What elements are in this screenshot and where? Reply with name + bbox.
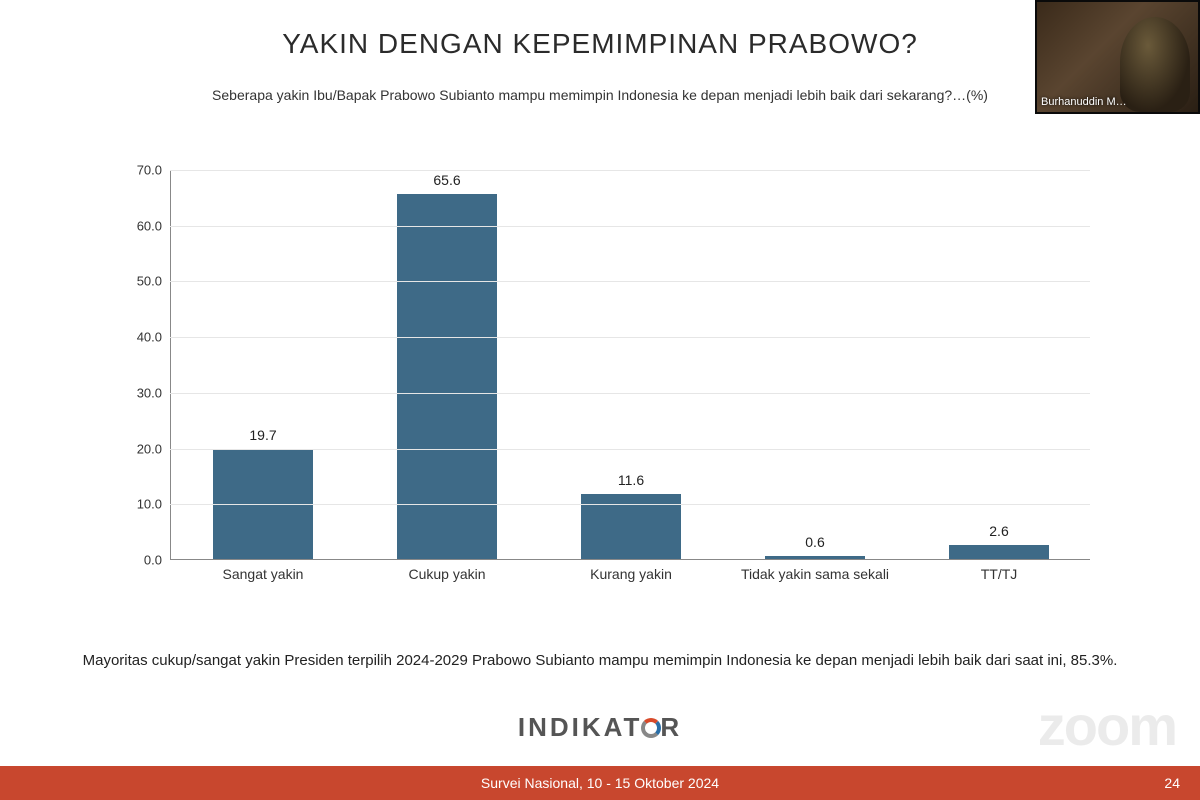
gridline <box>170 281 1090 282</box>
logo-accent-icon <box>641 718 661 738</box>
bar-value-label: 65.6 <box>433 172 460 188</box>
webcam-name-label: Burhanuddin M… <box>1041 96 1127 108</box>
footer-bar: Survei Nasional, 10 - 15 Oktober 2024 24 <box>0 766 1200 800</box>
conclusion-text: Mayoritas cukup/sangat yakin Presiden te… <box>0 650 1200 671</box>
logo-text-before: INDIKAT <box>518 712 643 742</box>
bar-category-label: Cukup yakin <box>355 566 539 583</box>
bar-value-label: 11.6 <box>618 472 644 488</box>
bar-category-label: Kurang yakin <box>539 566 723 583</box>
bar-group: 65.6 <box>355 169 539 559</box>
bar-value-label: 0.6 <box>805 534 824 550</box>
webcam-person-silhouette <box>1120 17 1190 112</box>
gridline <box>170 449 1090 450</box>
bar-value-label: 19.7 <box>249 427 276 443</box>
bar-category-label: Tidak yakin sama sekali <box>723 566 907 583</box>
y-axis: 0.010.020.030.040.050.060.070.0 <box>110 170 170 560</box>
gridline <box>170 504 1090 505</box>
bar-group: 2.6 <box>907 169 1091 559</box>
y-tick-label: 50.0 <box>137 274 162 289</box>
survey-question: Seberapa yakin Ibu/Bapak Prabowo Subiant… <box>140 86 1060 106</box>
bar-category-label: Sangat yakin <box>171 566 355 583</box>
footer-text: Survei Nasional, 10 - 15 Oktober 2024 <box>481 775 719 791</box>
y-tick-label: 10.0 <box>137 497 162 512</box>
logo-text-after: R <box>660 712 682 742</box>
gridline <box>170 337 1090 338</box>
webcam-overlay[interactable]: Burhanuddin M… <box>1035 0 1200 114</box>
bar-group: 0.6 <box>723 169 907 559</box>
y-tick-label: 60.0 <box>137 218 162 233</box>
bar <box>949 545 1049 559</box>
page-number: 24 <box>1164 775 1180 791</box>
zoom-watermark: zoom <box>1038 693 1176 758</box>
gridline <box>170 393 1090 394</box>
presentation-slide: YAKIN DENGAN KEPEMIMPINAN PRABOWO? Seber… <box>0 0 1200 800</box>
bar-group: 11.6 <box>539 169 723 559</box>
indikator-logo: INDIKAT R <box>0 712 1200 743</box>
plot-area: 19.7Sangat yakin65.6Cukup yakin11.6Kuran… <box>170 170 1090 560</box>
y-tick-label: 30.0 <box>137 385 162 400</box>
gridline <box>170 226 1090 227</box>
bar <box>765 556 865 559</box>
y-tick-label: 0.0 <box>144 553 162 568</box>
bar-chart: 0.010.020.030.040.050.060.070.0 19.7Sang… <box>110 170 1090 590</box>
bar-category-label: TT/TJ <box>907 566 1091 583</box>
y-tick-label: 20.0 <box>137 441 162 456</box>
bar-value-label: 2.6 <box>989 523 1008 539</box>
gridline <box>170 170 1090 171</box>
slide-title: YAKIN DENGAN KEPEMIMPINAN PRABOWO? <box>0 0 1200 60</box>
bar-group: 19.7 <box>171 169 355 559</box>
y-tick-label: 40.0 <box>137 330 162 345</box>
y-tick-label: 70.0 <box>137 163 162 178</box>
